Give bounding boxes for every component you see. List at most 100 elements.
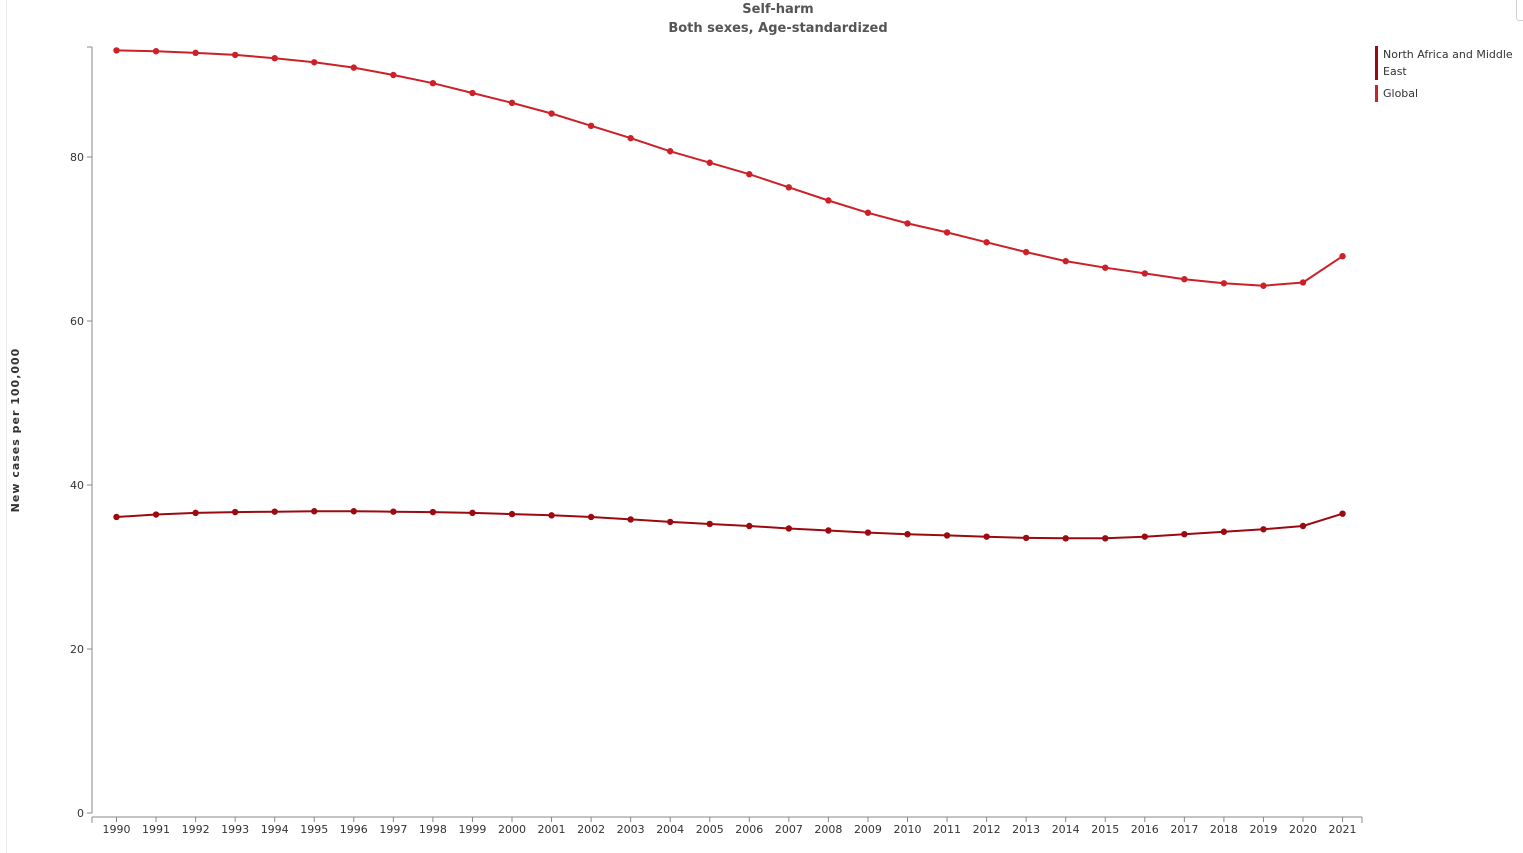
data-point[interactable] [271,508,278,515]
data-point[interactable] [469,89,476,97]
data-point[interactable] [785,525,793,532]
data-point[interactable] [1102,535,1109,542]
data-point[interactable] [627,134,634,142]
x-tick-label: 2015 [1091,823,1119,836]
legend-swatch [1375,85,1378,102]
data-point[interactable] [667,518,674,526]
legend-item[interactable]: Global [1375,85,1523,102]
data-point[interactable] [1220,528,1228,535]
data-point[interactable] [548,512,555,519]
x-tick-label: 1994 [261,823,289,836]
legend: North Africa and Middle East Global [1375,46,1523,107]
data-point[interactable] [1022,534,1030,542]
data-point[interactable] [785,184,793,191]
data-point[interactable] [1181,531,1188,538]
data-point[interactable] [390,71,397,79]
data-point[interactable] [508,510,516,518]
data-point[interactable] [231,51,239,59]
x-tick-label: 2020 [1289,823,1317,836]
data-point[interactable] [746,522,753,530]
data-point[interactable] [350,64,357,71]
x-tick-label: 1992 [182,823,210,836]
data-point[interactable] [1339,510,1346,517]
data-point[interactable] [1260,282,1267,289]
axes: 0 20 40 60 80 1990 1991 1992 1993 1994 1995 1996 199… [70,46,1363,836]
data-point[interactable] [943,532,951,539]
data-point[interactable] [113,513,120,521]
data-point[interactable] [1220,280,1228,287]
data-point[interactable] [1022,248,1030,256]
data-point[interactable] [864,209,872,216]
data-point[interactable] [429,508,437,516]
data-point[interactable] [1181,275,1188,283]
x-tick-label: 1996 [340,823,368,836]
data-point[interactable] [1062,257,1069,265]
data-point[interactable] [311,59,318,66]
x-tick-label: 2013 [1012,823,1040,836]
corner-control[interactable] [1516,0,1523,21]
x-tick-label: 2003 [617,823,645,836]
data-point[interactable] [627,516,634,523]
data-point[interactable] [548,110,555,117]
data-point[interactable] [508,99,516,107]
y-tick-label: 0 [77,807,84,820]
series-line[interactable] [116,510,1343,540]
data-point[interactable] [667,148,674,155]
data-point[interactable] [350,508,357,515]
data-point[interactable] [1339,253,1346,260]
data-point[interactable] [1141,270,1149,277]
x-tick-label: 2010 [894,823,922,836]
legend-swatch [1375,46,1378,80]
series-line[interactable] [116,49,1344,287]
data-point[interactable] [587,513,595,521]
data-point[interactable] [825,197,832,204]
page-left-border [6,0,7,853]
data-point[interactable] [113,47,120,54]
x-tick-label: 1990 [103,823,131,836]
data-point[interactable] [864,529,872,536]
x-tick-label: 2012 [973,823,1001,836]
data-point[interactable] [587,122,595,130]
data-point[interactable] [271,54,278,62]
data-point[interactable] [192,49,199,57]
data-point[interactable] [1299,279,1307,286]
data-point[interactable] [152,511,160,518]
data-point[interactable] [311,508,318,515]
data-point[interactable] [1141,533,1149,540]
data-point[interactable] [983,533,990,540]
x-tick-label: 2002 [577,823,605,836]
y-tick-label: 20 [70,643,84,656]
data-point[interactable] [1102,264,1109,271]
y-tick-label: 60 [70,315,84,328]
data-point[interactable] [152,48,160,55]
data-point[interactable] [1299,522,1307,530]
data-point[interactable] [231,508,239,516]
data-point[interactable] [706,159,713,166]
x-tick-label: 2008 [814,823,842,836]
data-point[interactable] [746,171,753,178]
data-point[interactable] [983,239,990,246]
x-tick-label: 2014 [1052,823,1080,836]
chart-title: Self-harm [742,2,813,17]
x-tick-label: 2021 [1329,823,1357,836]
y-tick-label: 80 [70,151,84,164]
legend-item[interactable]: North Africa and Middle East [1375,46,1523,80]
x-tick-label: 1993 [221,823,249,836]
legend-label: Global [1383,87,1419,100]
data-point[interactable] [904,220,911,227]
data-point[interactable] [390,508,397,515]
x-tick-label: 2011 [933,823,961,836]
data-point[interactable] [943,229,951,236]
data-point[interactable] [706,520,713,528]
data-point[interactable] [1260,526,1267,533]
data-point[interactable] [469,509,476,517]
x-tick-label: 2019 [1249,823,1277,836]
data-point[interactable] [192,509,199,517]
data-point[interactable] [1062,535,1069,542]
data-point[interactable] [904,531,911,538]
x-tick-label: 1995 [300,823,328,836]
data-point[interactable] [825,527,832,534]
data-point[interactable] [429,80,437,87]
chart-subtitle: Both sexes, Age-standardized [668,21,887,36]
